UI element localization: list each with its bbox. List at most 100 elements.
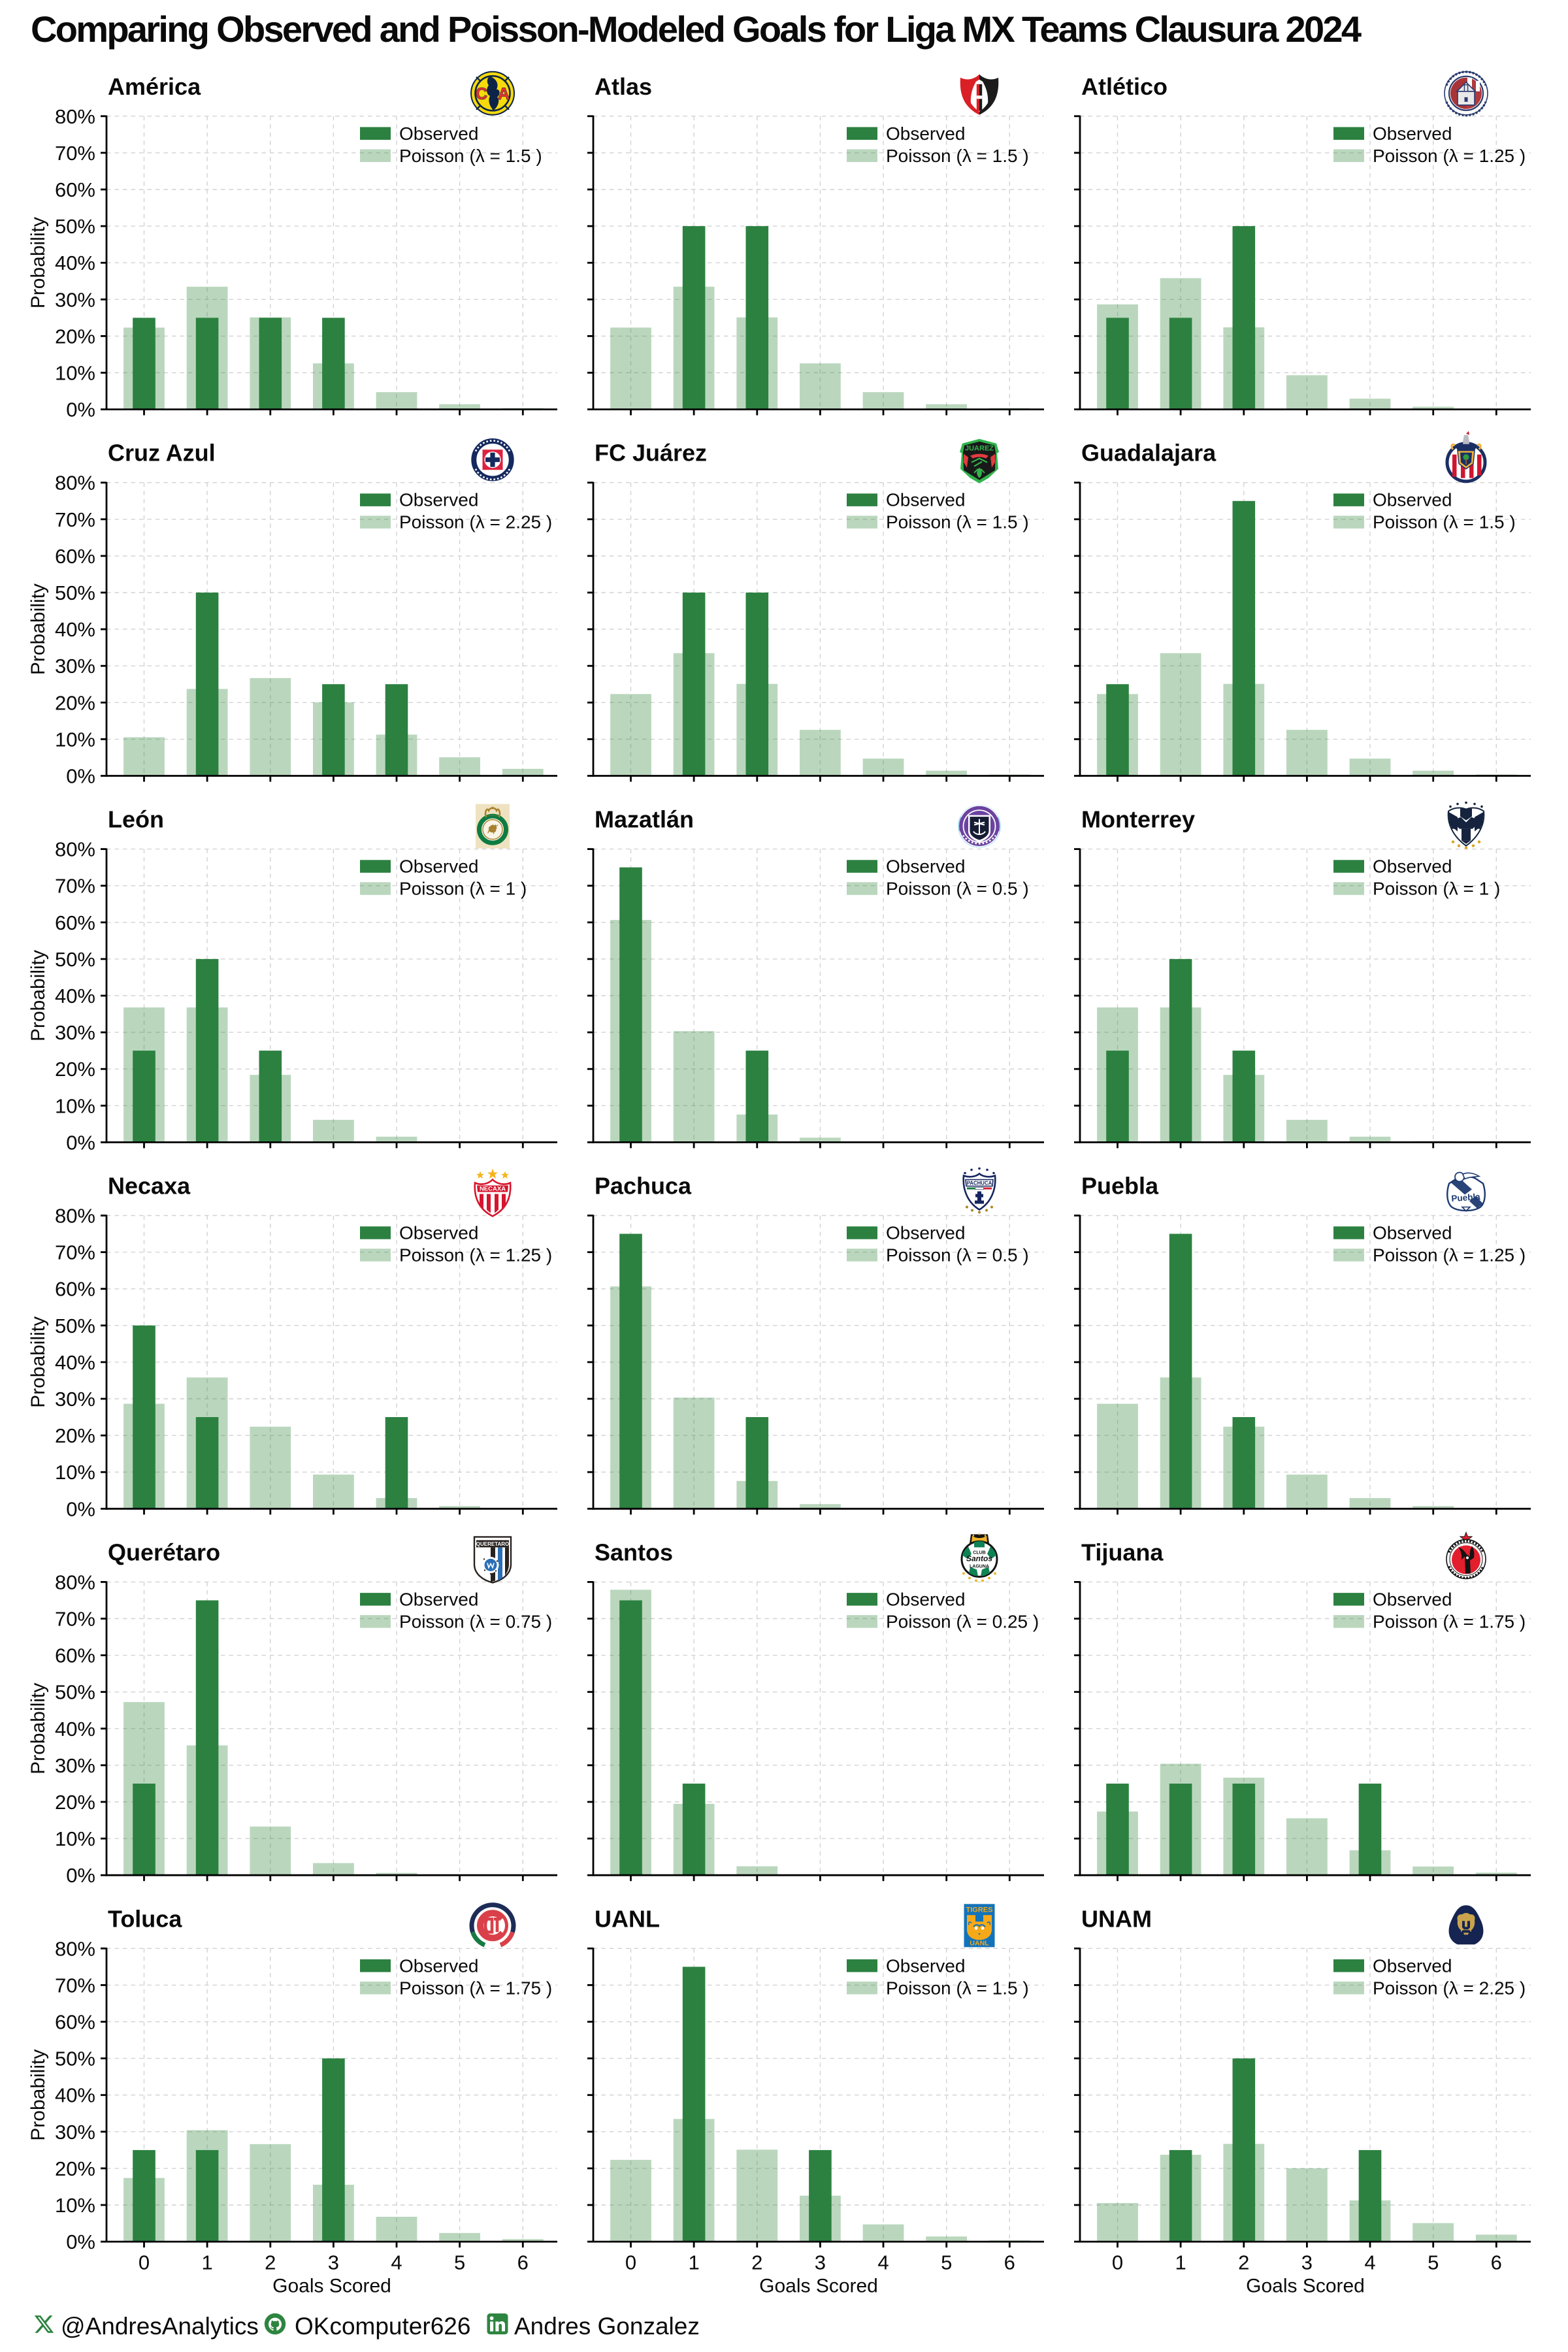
svg-text:Observed: Observed: [886, 123, 965, 144]
svg-text:1: 1: [201, 2251, 212, 2274]
svg-text:80%: 80%: [55, 105, 95, 128]
svg-text:40%: 40%: [55, 252, 95, 274]
svg-text:10%: 10%: [55, 1461, 95, 1484]
svg-text:6: 6: [517, 2251, 529, 2274]
svg-text:3: 3: [1301, 2251, 1313, 2274]
svg-text:5: 5: [941, 2251, 952, 2274]
svg-text:Probability: Probability: [27, 950, 49, 1041]
svg-text:30%: 30%: [55, 655, 95, 678]
svg-text:Observed: Observed: [399, 1223, 478, 1243]
svg-text:2: 2: [751, 2251, 762, 2274]
svg-text:Poisson (λ = 1 ): Poisson (λ = 1 ): [1373, 879, 1500, 899]
svg-text:50%: 50%: [55, 581, 95, 604]
svg-text:70%: 70%: [55, 508, 95, 531]
svg-text:30%: 30%: [55, 288, 95, 311]
svg-text:Poisson (λ = 1 ): Poisson (λ = 1 ): [399, 879, 527, 899]
svg-text:60%: 60%: [55, 1644, 95, 1667]
svg-text:Comparing Observed and Poisson: Comparing Observed and Poisson-Modeled G…: [31, 8, 1362, 50]
svg-text:Mazatlán: Mazatlán: [595, 806, 694, 833]
svg-text:10%: 10%: [55, 1094, 95, 1117]
svg-text:5: 5: [1428, 2251, 1439, 2274]
svg-text:6: 6: [1491, 2251, 1502, 2274]
svg-text:UNAM: UNAM: [1081, 1905, 1152, 1932]
svg-text:Poisson (λ = 1.5 ): Poisson (λ = 1.5 ): [886, 1978, 1029, 1998]
svg-text:Poisson (λ = 2.25 ): Poisson (λ = 2.25 ): [1373, 1978, 1526, 1998]
svg-text:Observed: Observed: [399, 857, 478, 877]
svg-text:Observed: Observed: [886, 857, 965, 877]
svg-text:Poisson (λ = 1.75 ): Poisson (λ = 1.75 ): [399, 1978, 552, 1998]
svg-text:40%: 40%: [55, 1351, 95, 1374]
svg-text:Puebla: Puebla: [1451, 1192, 1481, 1203]
svg-text:1: 1: [688, 2251, 699, 2274]
svg-text:70%: 70%: [55, 142, 95, 165]
svg-text:Atlético: Atlético: [1081, 73, 1168, 100]
svg-text:5: 5: [454, 2251, 465, 2274]
svg-text:TIGRES: TIGRES: [966, 1906, 993, 1914]
svg-text:Poisson (λ = 0.75 ): Poisson (λ = 0.75 ): [399, 1611, 552, 1631]
svg-text:60%: 60%: [55, 911, 95, 934]
svg-text:CLUB: CLUB: [973, 1550, 985, 1555]
svg-text:20%: 20%: [55, 2157, 95, 2180]
svg-text:Observed: Observed: [886, 1223, 965, 1243]
svg-text:Poisson (λ = 1.25 ): Poisson (λ = 1.25 ): [399, 1245, 552, 1266]
svg-text:Querétaro: Querétaro: [108, 1539, 220, 1565]
svg-text:América: América: [108, 73, 201, 100]
svg-text:Observed: Observed: [399, 490, 478, 510]
svg-text:Poisson (λ = 0.5 ): Poisson (λ = 0.5 ): [886, 879, 1029, 899]
svg-text:0: 0: [1112, 2251, 1123, 2274]
svg-text:70%: 70%: [55, 1241, 95, 1264]
svg-text:Santos: Santos: [595, 1539, 673, 1565]
svg-text:Poisson (λ = 1.75 ): Poisson (λ = 1.75 ): [1373, 1611, 1526, 1631]
svg-text:0%: 0%: [66, 1497, 95, 1520]
svg-text:10%: 10%: [55, 728, 95, 751]
svg-text:80%: 80%: [55, 1571, 95, 1593]
svg-text:Monterrey: Monterrey: [1081, 806, 1195, 833]
svg-text:0%: 0%: [66, 1864, 95, 1887]
svg-text:UANL: UANL: [970, 1939, 989, 1947]
svg-text:Poisson (λ = 0.5 ): Poisson (λ = 0.5 ): [886, 1245, 1029, 1266]
svg-text:70%: 70%: [55, 1608, 95, 1631]
svg-text:2: 2: [265, 2251, 276, 2274]
svg-text:Poisson (λ = 1.5 ): Poisson (λ = 1.5 ): [1373, 512, 1516, 532]
svg-text:10%: 10%: [55, 2194, 95, 2217]
svg-text:2: 2: [1238, 2251, 1249, 2274]
svg-text:Pachuca: Pachuca: [595, 1173, 692, 1200]
svg-text:LAGUNA: LAGUNA: [970, 1564, 989, 1569]
svg-text:QUERETARO: QUERETARO: [476, 1541, 510, 1547]
svg-text:70%: 70%: [55, 875, 95, 898]
svg-text:Goals Scored: Goals Scored: [759, 2276, 878, 2297]
svg-text:Probability: Probability: [27, 217, 49, 308]
svg-text:JUAREZ: JUAREZ: [965, 445, 994, 453]
svg-text:Poisson (λ = 2.25 ): Poisson (λ = 2.25 ): [399, 512, 552, 532]
svg-text:Probability: Probability: [27, 583, 49, 675]
svg-text:NECAXA: NECAXA: [480, 1186, 506, 1193]
svg-text:OKcomputer626: OKcomputer626: [295, 2313, 470, 2340]
svg-text:Goals Scored: Goals Scored: [272, 2276, 391, 2297]
svg-text:Probability: Probability: [27, 1683, 49, 1774]
svg-text:Observed: Observed: [399, 1955, 478, 1976]
svg-text:0%: 0%: [66, 1131, 95, 1154]
svg-text:80%: 80%: [55, 1205, 95, 1228]
svg-text:0: 0: [625, 2251, 636, 2274]
svg-text:FC Juárez: FC Juárez: [595, 440, 707, 466]
svg-text:Probability: Probability: [27, 1316, 49, 1408]
svg-text:Poisson (λ = 1.25 ): Poisson (λ = 1.25 ): [1373, 146, 1526, 166]
svg-text:Observed: Observed: [1373, 1223, 1452, 1243]
svg-text:Cruz Azul: Cruz Azul: [108, 440, 216, 466]
svg-text:Atlas: Atlas: [595, 73, 652, 100]
svg-text:10%: 10%: [55, 362, 95, 385]
svg-text:50%: 50%: [55, 1681, 95, 1704]
svg-text:Poisson (λ = 1.25 ): Poisson (λ = 1.25 ): [1373, 1245, 1526, 1266]
svg-text:Poisson (λ = 0.25 ): Poisson (λ = 0.25 ): [886, 1611, 1039, 1631]
svg-text:70%: 70%: [55, 1974, 95, 1997]
svg-text:4: 4: [877, 2251, 889, 2274]
svg-text:80%: 80%: [55, 1937, 95, 1960]
svg-text:Tijuana: Tijuana: [1081, 1539, 1164, 1565]
svg-text:0: 0: [139, 2251, 150, 2274]
svg-text:4: 4: [391, 2251, 402, 2274]
svg-text:Guadalajara: Guadalajara: [1081, 440, 1217, 466]
svg-text:UANL: UANL: [595, 1905, 660, 1932]
svg-text:@AndresAnalytics: @AndresAnalytics: [61, 2313, 259, 2340]
svg-text:0%: 0%: [66, 399, 95, 421]
svg-text:Poisson (λ = 1.5 ): Poisson (λ = 1.5 ): [886, 146, 1029, 166]
